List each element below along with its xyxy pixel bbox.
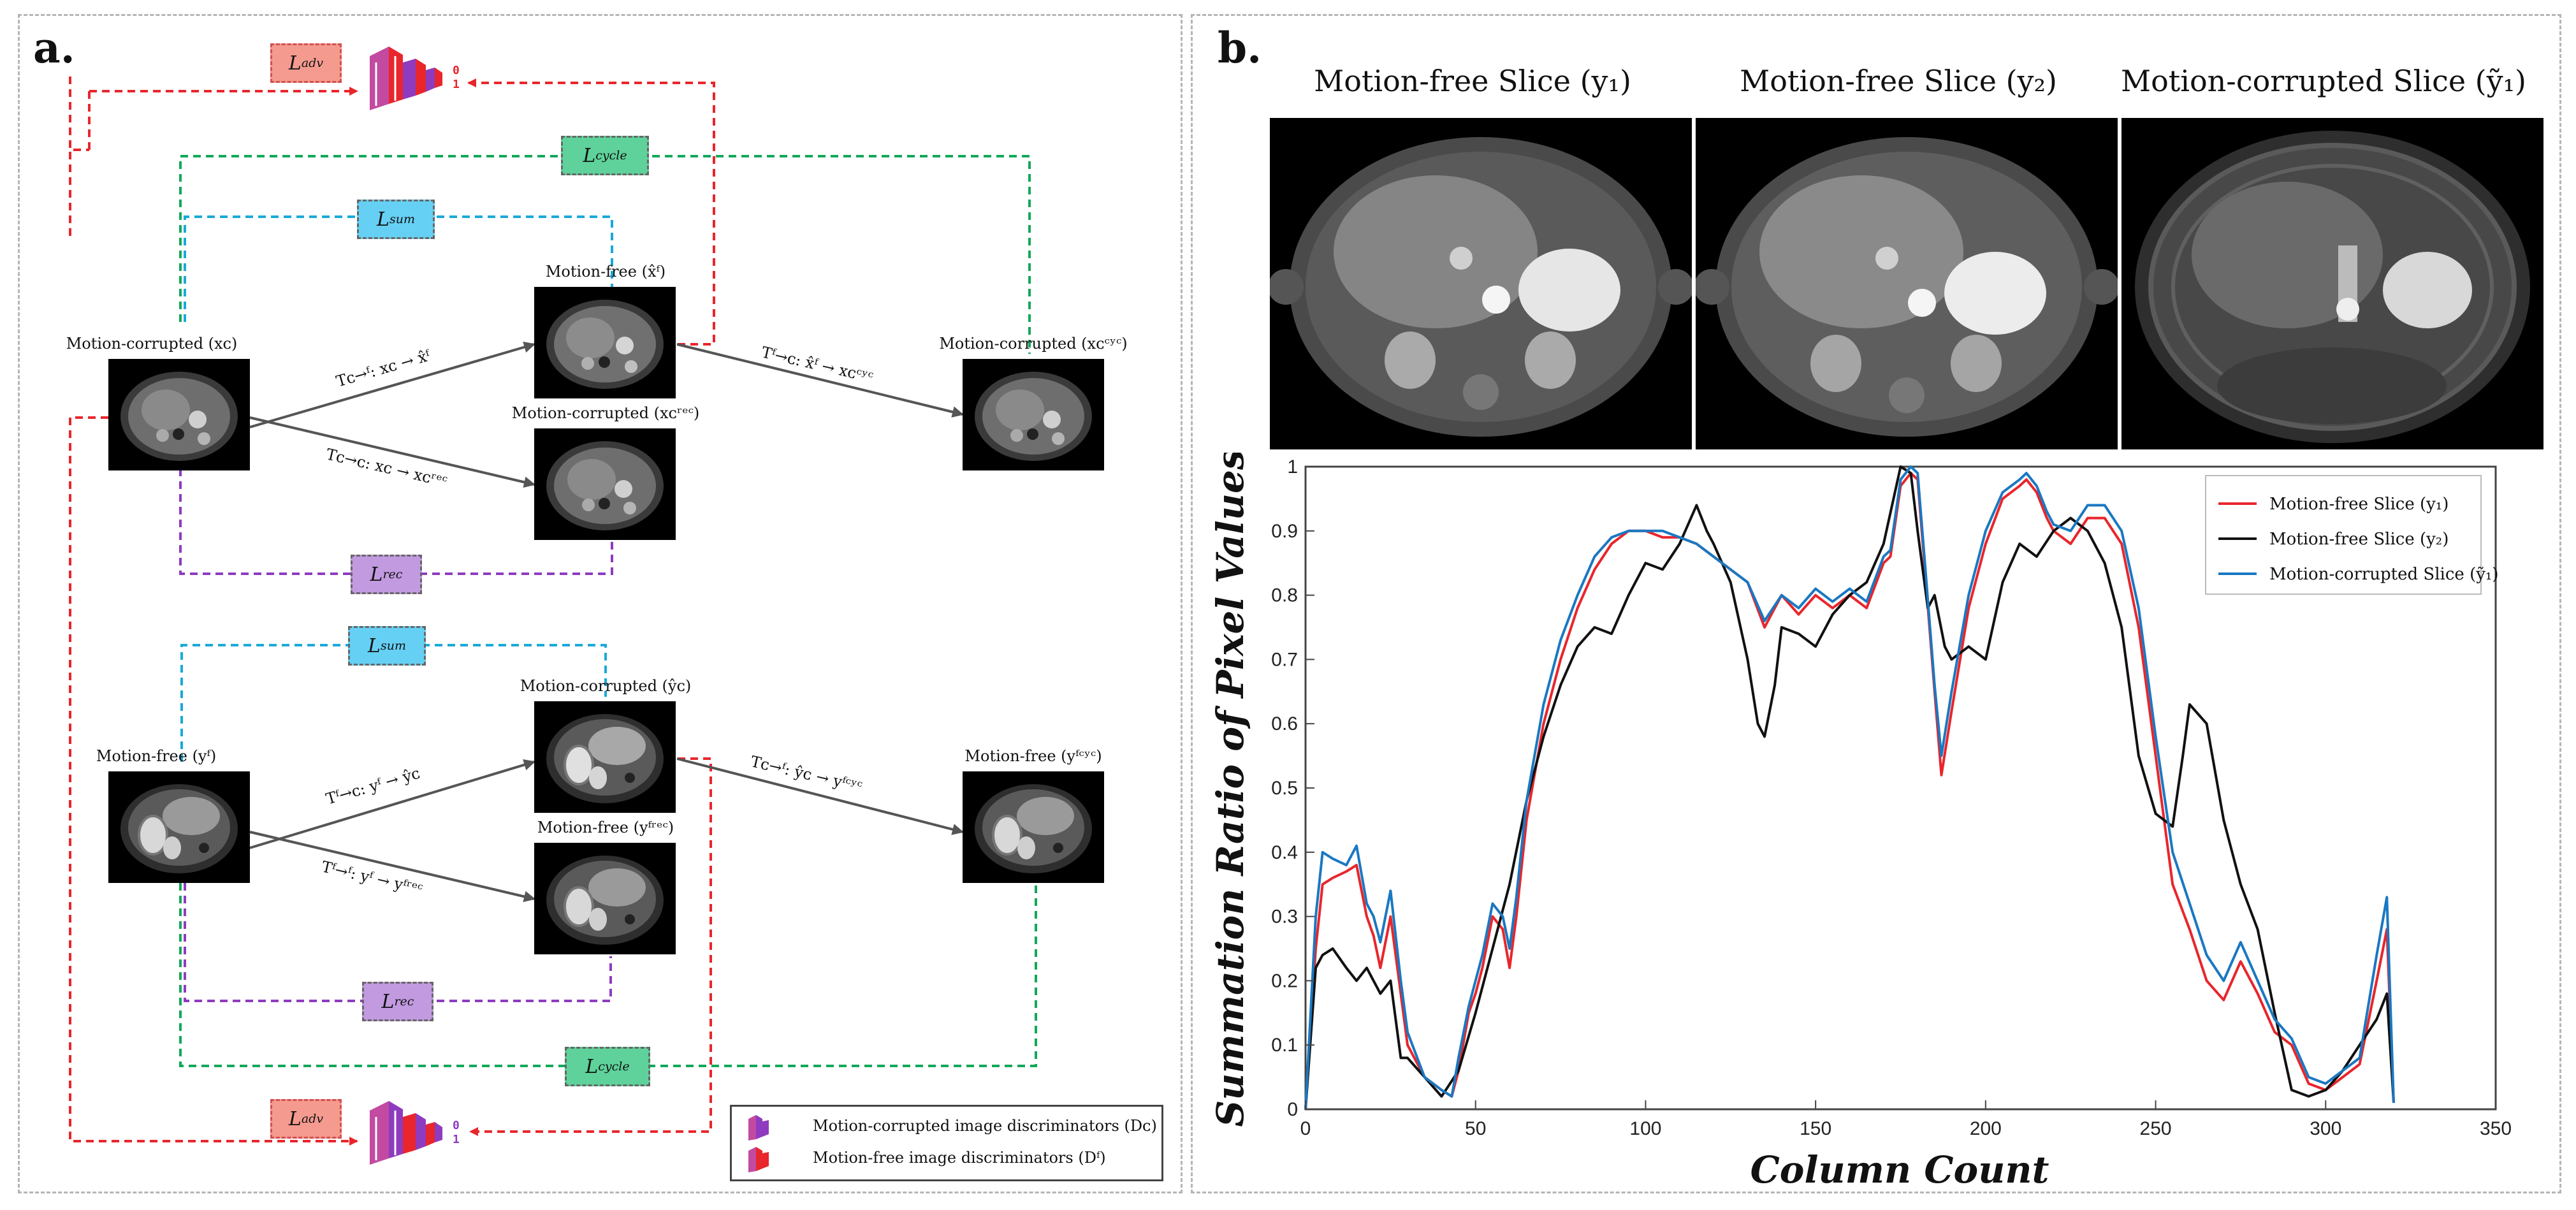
rec-bottom-path bbox=[184, 883, 612, 1002]
y-tick-label: 0.3 bbox=[1271, 907, 1298, 928]
slice-title-y1: Motion-free Slice (y₁) bbox=[1314, 64, 1631, 98]
adv-top-path-left bbox=[69, 149, 89, 236]
label-yf-cyc: Motion-free (yᶠᶜʸᶜ) bbox=[964, 747, 1102, 765]
discriminator-legend bbox=[730, 1105, 1163, 1181]
mri-slice-y1-corrupted bbox=[2121, 118, 2543, 449]
panel-a bbox=[18, 14, 1182, 1193]
disc-top-scale-0: 0 bbox=[453, 64, 460, 77]
y-tick-label: 0.1 bbox=[1271, 1035, 1298, 1056]
slice-title-y1-corrupted: Motion-corrupted Slice (ỹ₁) bbox=[2120, 64, 2527, 98]
y-tick-label: 0.2 bbox=[1271, 970, 1298, 991]
label-yf: Motion-free (yᶠ) bbox=[96, 747, 217, 765]
disc-bottom-scale-0: 0 bbox=[453, 1119, 460, 1132]
y-axis-label: Summation Ratio of Pixel Values bbox=[1209, 453, 1252, 1127]
y-tick-label: 0.6 bbox=[1271, 713, 1298, 734]
mri-yc-hat bbox=[534, 701, 676, 813]
legend-label-1: Motion-free Slice (y₁) bbox=[2269, 495, 2449, 514]
legend-dc-text: Motion-corrupted image discriminators (D… bbox=[813, 1117, 1157, 1135]
label-xf-hat: Motion-free (x̂ᶠ) bbox=[545, 263, 666, 281]
y-tick-label: 0.9 bbox=[1271, 521, 1298, 542]
chart-legend: Motion-free Slice (y₁) Motion-free Slice … bbox=[2205, 475, 2498, 595]
legend-df-text: Motion-free image discriminators (Dᶠ) bbox=[813, 1149, 1106, 1167]
x-tick-label: 350 bbox=[2480, 1118, 2512, 1139]
arrow-t5 bbox=[249, 831, 535, 903]
panel-a-connectors bbox=[69, 77, 1037, 1146]
label-xc: Motion-corrupted (xᴄ) bbox=[66, 335, 238, 353]
legend-dc-icon bbox=[748, 1115, 769, 1141]
panel-a-letter: a. bbox=[33, 23, 75, 73]
adv-top-left-down bbox=[69, 416, 358, 1146]
line-chart: 0 50 100 150 200 250 300 350 0 0.1 0.2 0.3 0.4 0.5 0.6… bbox=[1209, 453, 2512, 1192]
x-tick-label: 150 bbox=[1800, 1118, 1831, 1139]
mri-xf-hat bbox=[534, 287, 676, 398]
y-tick-label: 0.5 bbox=[1271, 778, 1298, 799]
mri-xc bbox=[108, 359, 250, 470]
label-xc-cyc: Motion-corrupted (xᴄᶜʸᶜ) bbox=[939, 335, 1128, 353]
x-axis-label: Column Count bbox=[1750, 1148, 2049, 1192]
legend-label-2: Motion-free Slice (y₂) bbox=[2269, 530, 2449, 549]
y-tick-label: 0.7 bbox=[1271, 649, 1298, 670]
mri-xc-rec bbox=[534, 428, 676, 540]
y-tick-label: 0.8 bbox=[1271, 585, 1298, 606]
disc-top-scale-1: 1 bbox=[453, 78, 460, 91]
x-tick-label: 100 bbox=[1629, 1118, 1661, 1139]
label-yf-rec: Motion-free (yᶠʳᵉᶜ) bbox=[537, 819, 674, 836]
mri-xc-cyc bbox=[963, 359, 1104, 470]
x-tick-label: 200 bbox=[1970, 1118, 2002, 1139]
mri-yf-rec bbox=[534, 843, 676, 954]
x-tick-label: 250 bbox=[2140, 1118, 2172, 1139]
x-tick-label: 300 bbox=[2310, 1118, 2341, 1139]
panel-b bbox=[1191, 14, 2561, 1193]
label-yc-hat: Motion-corrupted (ŷᴄ) bbox=[520, 677, 692, 695]
series-line-3 bbox=[1304, 465, 2395, 1110]
discriminator-bottom-icon bbox=[370, 1101, 442, 1165]
slice-title-y2: Motion-free Slice (y₂) bbox=[1740, 64, 2057, 98]
y-tick-label: 0.4 bbox=[1271, 842, 1298, 863]
x-tick-label: 50 bbox=[1465, 1118, 1486, 1139]
mri-slice-y1 bbox=[1270, 118, 1692, 449]
arrow-t3 bbox=[676, 343, 964, 418]
legend-label-3: Motion-corrupted Slice (ỹ₁) bbox=[2269, 565, 2498, 584]
label-xc-rec: Motion-corrupted (xᴄʳᵉᶜ) bbox=[511, 404, 700, 422]
arrow-t2 bbox=[249, 416, 535, 488]
disc-bottom-scale-1: 1 bbox=[453, 1133, 460, 1146]
cycle-bottom-path bbox=[179, 883, 1037, 1067]
series-line-2 bbox=[1304, 465, 2395, 1110]
y-tick-label: 1 bbox=[1287, 456, 1298, 477]
mri-yf-cyc bbox=[963, 771, 1104, 883]
arrow-t6 bbox=[676, 757, 964, 835]
adv-bottom-right bbox=[469, 757, 712, 1136]
adv-top-right bbox=[467, 78, 715, 346]
discriminator-top-icon bbox=[370, 47, 442, 110]
legend-df-icon bbox=[748, 1147, 769, 1172]
sum-bottom-path bbox=[180, 644, 607, 762]
panel-b-letter: b. bbox=[1218, 23, 1262, 73]
x-tick-label: 0 bbox=[1300, 1118, 1311, 1139]
arrow-t1 bbox=[249, 341, 535, 428]
mri-yf bbox=[108, 771, 250, 883]
y-tick-label: 0 bbox=[1287, 1099, 1298, 1120]
arrow-t4 bbox=[249, 759, 535, 849]
mri-slice-y2 bbox=[1696, 118, 2118, 449]
